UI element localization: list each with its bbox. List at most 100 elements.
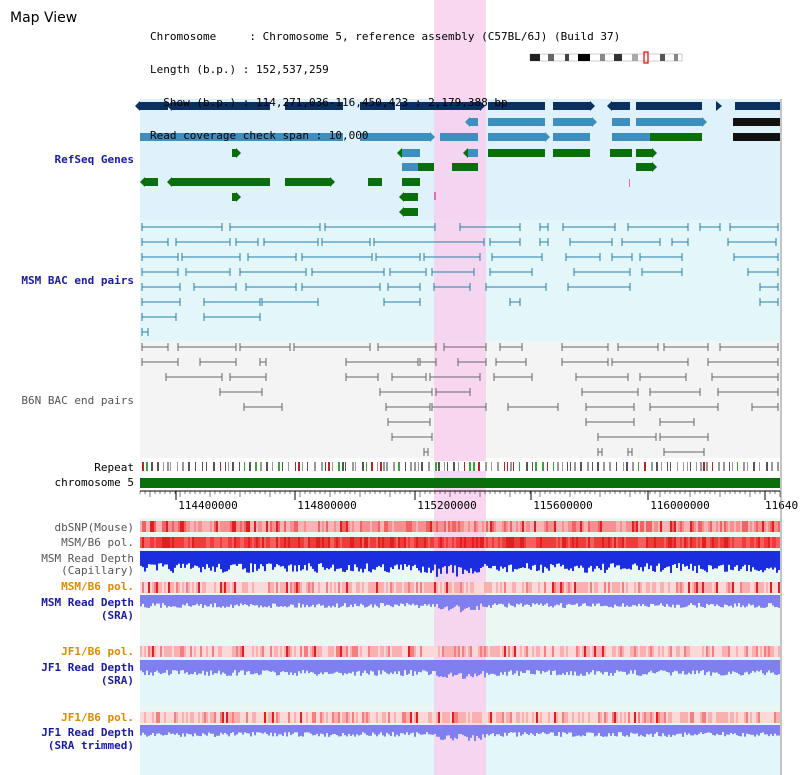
repeat-element xyxy=(342,462,344,471)
msm-depth-sra-bar xyxy=(316,595,318,605)
jf1-depth-trimmed-bar xyxy=(554,725,556,736)
repeat-element xyxy=(371,462,373,471)
repeat-element xyxy=(383,462,385,471)
track-label-jf1-depth-trimmed[interactable]: JF1 Read Depth xyxy=(41,726,134,739)
track-label-msm-b6-pol-1[interactable]: MSM/B6 pol. xyxy=(61,536,134,549)
repeat-element xyxy=(272,462,273,471)
track-label-jf1-b6-pol-2[interactable]: JF1/B6 pol. xyxy=(61,711,134,724)
jf1-b6-pol-bin xyxy=(526,646,528,657)
track-label-msm-b6-pol-2[interactable]: MSM/B6 pol. xyxy=(61,580,134,593)
jf1-b6-pol-bin xyxy=(298,646,300,657)
jf1-depth-trimmed-bar xyxy=(504,725,506,733)
dbsnp-bin xyxy=(460,521,462,532)
jf1-depth-sra-bar xyxy=(746,660,748,672)
chromosome-bar xyxy=(140,478,780,488)
msm-depth-capillary-bar xyxy=(328,551,330,570)
msm-depth-sra-bar xyxy=(660,595,662,604)
jf1-depth-sra-bar xyxy=(580,660,582,674)
jf1-b6-pol-bin xyxy=(218,646,220,657)
jf1-depth-trimmed-bar xyxy=(498,725,500,735)
dbsnp-bin xyxy=(544,521,546,532)
msm-depth-sra-bar xyxy=(374,595,376,605)
jf1-depth-trimmed-bar xyxy=(712,725,714,735)
track-label-msm-depth-sra[interactable]: MSM Read Depth xyxy=(41,596,134,609)
track-label-chromosome[interactable]: chromosome 5 xyxy=(54,476,134,489)
jf1-depth-trimmed-bar xyxy=(736,725,738,736)
jf1-depth-trimmed-bar xyxy=(640,725,642,736)
msm-b6-pol-sra-bin xyxy=(750,582,752,593)
msm-b6-pol-sra-bin xyxy=(432,582,434,593)
track-label-refseq-genes[interactable]: RefSeq Genes xyxy=(54,153,134,166)
jf1-b6-pol-trim-bin xyxy=(268,712,270,723)
dbsnp-bin xyxy=(206,521,208,532)
msm-depth-sra-bar xyxy=(554,595,556,606)
msm-depth-sra-bar xyxy=(254,595,256,606)
jf1-depth-sra-bar xyxy=(686,660,688,675)
jf1-depth-trimmed-bar xyxy=(644,725,646,737)
msm-b6-pol-bin xyxy=(396,537,398,548)
msm-b6-pol-bin xyxy=(738,537,740,548)
jf1-depth-sra-bar xyxy=(200,660,202,674)
jf1-b6-pol-bin xyxy=(260,646,262,657)
msm-depth-sra-bar xyxy=(172,595,174,607)
dbsnp-bin xyxy=(152,521,154,532)
jf1-b6-pol-bin xyxy=(348,646,350,657)
track-label-msm-depth-capillary[interactable]: MSM Read Depth xyxy=(41,552,134,565)
jf1-depth-trimmed-bar xyxy=(258,725,260,733)
jf1-depth-trimmed-bar xyxy=(648,725,650,735)
msm-depth-capillary-bar xyxy=(450,551,452,565)
jf1-b6-pol-bin xyxy=(256,646,258,657)
dbsnp-bin xyxy=(216,521,218,532)
track-label-b6n-bac-end-pairs[interactable]: B6N BAC end pairs xyxy=(21,394,134,407)
jf1-depth-trimmed-bar xyxy=(550,725,552,733)
selected-region-highlight[interactable] xyxy=(434,0,486,775)
jf1-depth-trimmed-bar xyxy=(438,725,440,737)
jf1-depth-sra-bar xyxy=(738,660,740,675)
jf1-b6-pol-trim-bin xyxy=(702,712,704,723)
dbsnp-bin xyxy=(564,521,566,532)
msm-depth-capillary-bar xyxy=(142,551,144,568)
jf1-depth-sra-bar xyxy=(670,660,672,676)
track-label-jf1-depth-sra[interactable]: JF1 Read Depth xyxy=(41,661,134,674)
jf1-depth-trimmed-bar xyxy=(652,725,654,737)
jf1-b6-pol-bin xyxy=(596,646,598,657)
jf1-depth-sra-bar xyxy=(776,660,778,676)
msm-b6-pol-bin xyxy=(394,537,396,548)
msm-b6-pol-sra-bin xyxy=(482,582,484,593)
jf1-depth-trimmed-bar xyxy=(266,725,268,735)
jf1-b6-pol-bin xyxy=(536,646,538,657)
jf1-depth-sra-bar xyxy=(440,660,442,677)
jf1-depth-sra-bar xyxy=(494,660,496,675)
track-label-jf1-b6-pol-1[interactable]: JF1/B6 pol. xyxy=(61,645,134,658)
msm-depth-capillary-bar xyxy=(444,551,446,567)
jf1-depth-sra-bar xyxy=(452,660,454,677)
msm-b6-pol-sra-bin xyxy=(140,582,142,593)
jf1-depth-sra-bar xyxy=(750,660,752,673)
jf1-b6-pol-trim-bin xyxy=(730,712,732,723)
jf1-depth-trimmed-bar xyxy=(716,725,718,734)
msm-b6-pol-sra-bin xyxy=(598,582,600,593)
msm-b6-pol-bin xyxy=(652,537,654,548)
jf1-b6-pol-bin xyxy=(340,646,342,657)
msm-b6-pol-sra-bin xyxy=(440,582,442,593)
jf1-depth-trimmed-bar xyxy=(630,725,632,733)
msm-depth-capillary-bar xyxy=(586,551,588,573)
jf1-b6-pol-trim-bin xyxy=(238,712,240,723)
msm-b6-pol-sra-bin xyxy=(612,582,614,593)
track-label-dbsnp[interactable]: dbSNP(Mouse) xyxy=(54,521,134,534)
jf1-depth-trimmed-bar xyxy=(752,725,754,735)
msm-b6-pol-sra-bin xyxy=(178,582,180,593)
msm-depth-sra-bar xyxy=(702,595,704,608)
dbsnp-bin xyxy=(354,521,356,532)
jf1-b6-pol-trim-bin xyxy=(228,712,230,723)
track-label-repeat[interactable]: Repeat xyxy=(94,461,134,474)
repeat-element xyxy=(553,462,554,471)
msm-b6-pol-bin xyxy=(524,537,526,548)
msm-b6-pol-sra-bin xyxy=(714,582,716,593)
msm-b6-pol-sra-bin xyxy=(590,582,592,593)
repeat-element xyxy=(623,462,624,471)
refseq-gene-arrow xyxy=(465,117,470,127)
track-label-msm-bac-end-pairs[interactable]: MSM BAC end pairs xyxy=(21,274,134,287)
msm-b6-pol-sra-bin xyxy=(244,582,246,593)
jf1-depth-sra-bar xyxy=(206,660,208,672)
